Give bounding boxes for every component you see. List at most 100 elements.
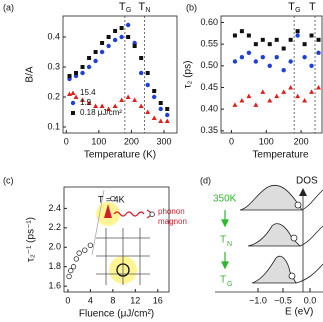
marker-sub: N (145, 7, 150, 14)
point (139, 56, 144, 60)
y-tick-label: 0.40 (200, 104, 218, 114)
point (125, 22, 131, 28)
plot-frame (63, 186, 170, 293)
point (253, 42, 258, 47)
annotation: phonon (158, 207, 185, 216)
plot-frame (62, 15, 178, 134)
point (87, 242, 94, 249)
y-tick-label: 0.1 (47, 121, 60, 131)
point (93, 50, 98, 54)
state-sub: N (227, 241, 232, 248)
y-tick-label: 0.3 (47, 61, 60, 71)
point (112, 37, 118, 43)
x-label: Fluence (μJ/cm²) (79, 309, 154, 320)
point (68, 267, 74, 274)
point (281, 89, 287, 94)
point (70, 264, 77, 270)
point (260, 37, 265, 42)
x-tick-label: 12 (130, 295, 140, 305)
point (267, 63, 272, 69)
point (274, 37, 279, 42)
point (316, 50, 321, 56)
point (281, 46, 286, 51)
point (99, 103, 105, 108)
marker-sub: G (295, 7, 300, 14)
tick-label: −1.0 (249, 295, 267, 305)
y-tick-label: 0.50 (200, 60, 218, 70)
marker-sub: G (126, 7, 131, 14)
point (86, 100, 92, 105)
point (316, 37, 321, 42)
x-label: Temperature (K) (84, 150, 156, 161)
point (67, 74, 72, 78)
point (74, 71, 79, 75)
marker-label: T (309, 1, 316, 13)
point (80, 70, 85, 76)
point (132, 97, 138, 102)
plot-frame (220, 15, 323, 134)
point (106, 35, 111, 39)
point (158, 106, 163, 112)
point (145, 71, 150, 75)
legend-label: 15.4 (80, 88, 96, 97)
point (295, 29, 300, 34)
point (119, 26, 124, 30)
point (288, 37, 293, 42)
point (106, 43, 111, 49)
point (246, 33, 251, 38)
marker-label: T (288, 1, 295, 13)
point (73, 94, 79, 99)
x-tick-label: 300 (156, 136, 171, 146)
y-tick-label: 0.35 (200, 125, 218, 135)
point (295, 33, 300, 38)
tick-label: −0.5 (274, 295, 292, 305)
point (145, 82, 150, 88)
point (145, 109, 151, 114)
y-tick-label: 0.2 (47, 91, 60, 101)
x-tick-label: 16 (153, 295, 163, 305)
y-tick-label: 0.4 (47, 31, 60, 41)
point (164, 118, 170, 123)
y-tick-label: 0.45 (200, 82, 218, 92)
y-tick-label: 0.55 (200, 39, 218, 49)
point (106, 106, 112, 111)
point (93, 103, 99, 108)
y-tick-label: 1.8 (48, 261, 61, 271)
inset-sketch (91, 189, 155, 285)
x-tick-label: 8 (110, 295, 115, 305)
point (239, 98, 245, 103)
marker-label: T (138, 1, 145, 13)
point (165, 112, 170, 118)
state-label: T (220, 235, 226, 246)
point (73, 256, 80, 262)
x-tick-label: 100 (91, 136, 106, 146)
x-tick-label: 200 (124, 136, 139, 146)
point (138, 70, 144, 76)
y-tick-label: 2.2 (48, 222, 61, 232)
point (80, 65, 85, 69)
point (132, 44, 137, 48)
state-sub: G (227, 281, 232, 288)
point (274, 93, 280, 99)
panel-label: (d) (200, 175, 211, 185)
legend-label: 1.9 (80, 98, 92, 107)
annotation: magnon (158, 217, 187, 226)
x-label: E (eV) (285, 307, 313, 318)
point (239, 54, 245, 60)
point (165, 107, 170, 111)
y-tick-label: 2.0 (48, 242, 61, 252)
point (267, 98, 273, 103)
point (295, 93, 301, 99)
point (302, 98, 308, 103)
x-tick-label: 0 (229, 136, 234, 146)
point (260, 89, 266, 94)
point (93, 58, 98, 64)
point (119, 34, 124, 40)
point (239, 29, 244, 34)
point (267, 42, 272, 47)
point (158, 101, 163, 105)
point (119, 97, 125, 102)
point (80, 97, 86, 102)
point (309, 89, 315, 94)
